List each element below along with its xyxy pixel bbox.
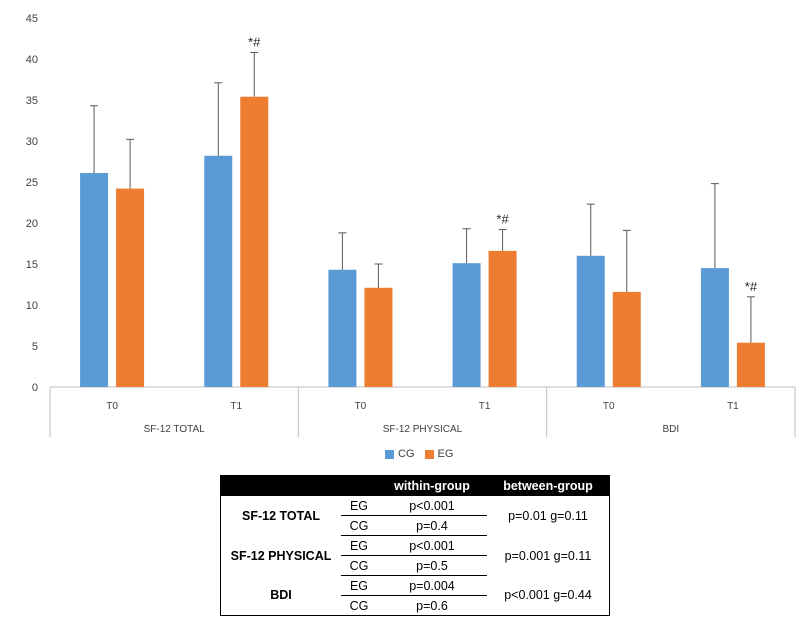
y-tick-label: 45: [26, 13, 38, 25]
x-category-label: T0: [106, 401, 118, 412]
table-row: CG p=0.5: [221, 555, 609, 576]
bar-cg: [452, 263, 481, 387]
y-tick-label: 10: [26, 300, 38, 312]
statistics-table: within-group between-group SF-12 TOTAL E…: [220, 475, 610, 616]
group-cell: CG: [349, 598, 369, 613]
bar-cg: [576, 255, 605, 387]
x-category-label: T1: [479, 401, 491, 412]
significance-annotation: *#: [248, 34, 261, 49]
bar-eg: [736, 342, 765, 387]
group-cell: EG: [341, 496, 377, 516]
measure-label: SF-12 TOTAL: [241, 508, 320, 523]
y-tick-label: 5: [32, 341, 38, 353]
y-tick-label: 35: [26, 95, 38, 107]
group-cell: CG: [341, 555, 377, 576]
table-row: SF-12 PHYSICAL EG p<0.001 p=0.001 g=0.11: [221, 535, 609, 563]
legend-label-eg: EG: [437, 448, 454, 460]
header-group: [341, 476, 377, 496]
y-tick-label: 30: [26, 136, 38, 148]
group-cell: CG: [341, 515, 377, 536]
header-measure: [221, 476, 341, 496]
between-group-cell: p<0.001 g=0.44: [504, 588, 592, 603]
header-between-group: between-group: [487, 476, 609, 496]
group-cell: EG: [341, 535, 377, 556]
chart-legend: CG EG: [385, 448, 453, 460]
table-row: SF-12 TOTAL EG p<0.001 p=0.01 g=0.11: [221, 496, 609, 523]
x-group-label: SF-12 TOTAL: [144, 424, 206, 435]
bar-cg: [80, 172, 109, 387]
y-tick-label: 15: [26, 259, 38, 271]
x-group-label: SF-12 PHYSICAL: [383, 424, 463, 435]
x-category-label: T1: [727, 401, 739, 412]
between-group-cell: p=0.001 g=0.11: [504, 548, 592, 563]
between-group-cell: p=0.01 g=0.11: [508, 508, 588, 523]
y-tick-label: 25: [26, 177, 38, 189]
bar-cg: [204, 155, 233, 387]
bar-eg: [116, 188, 145, 387]
bar-eg: [364, 287, 393, 387]
header-within-group: within-group: [377, 476, 487, 496]
within-group-cell: p=0.5: [377, 555, 487, 576]
within-group-cell: p=0.6: [416, 598, 448, 613]
x-category-label: T0: [355, 401, 367, 412]
x-group-label: BDI: [662, 424, 679, 435]
bar-cg: [700, 268, 729, 387]
measure-label: SF-12 PHYSICAL: [230, 548, 332, 563]
measure-label: BDI: [270, 588, 292, 603]
within-group-cell: p=0.004: [377, 575, 487, 596]
y-tick-label: 40: [26, 54, 38, 66]
x-category-label: T0: [603, 401, 615, 412]
significance-annotation: *#: [496, 212, 509, 227]
table-row: BDI EG p=0.004 p<0.001 g=0.44: [221, 575, 609, 602]
bar-chart: 0 5 10 15 20 25 30 35 40 45 T0 *# T1 SF-12 TOTAL T0 *# T…: [26, 13, 796, 437]
bar-eg: [240, 96, 269, 387]
bar-cg: [328, 269, 357, 387]
table-row: CG p=0.6: [221, 596, 609, 616]
legend-swatch-cg: [385, 449, 394, 459]
x-category-label: T1: [230, 401, 242, 412]
table-row: CG p=0.4: [221, 515, 609, 536]
table-header-row: within-group between-group: [221, 476, 609, 496]
bar-eg: [488, 250, 517, 387]
significance-annotation: *#: [745, 279, 758, 294]
legend-item-eg: EG: [424, 448, 454, 460]
y-tick-label: 0: [32, 382, 38, 394]
within-group-cell: p=0.4: [377, 515, 487, 536]
within-group-cell: p<0.001: [377, 535, 487, 556]
within-group-cell: p<0.001: [377, 496, 487, 516]
y-tick-label: 20: [26, 218, 38, 230]
legend-label-cg: CG: [398, 448, 415, 460]
group-cell: EG: [341, 575, 377, 596]
legend-item-cg: CG: [385, 448, 415, 460]
bar-eg: [612, 291, 641, 387]
legend-swatch-eg: [424, 449, 434, 459]
